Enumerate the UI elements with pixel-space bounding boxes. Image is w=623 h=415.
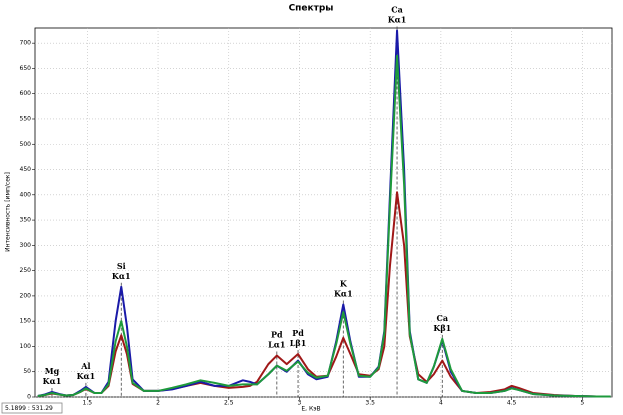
status-text: 5.1899 : 531.29 (5, 405, 53, 412)
y-tick-label: 550 (20, 115, 32, 122)
y-tick-label: 300 (20, 242, 32, 249)
y-tick-label: 150 (20, 318, 32, 325)
chart-title: Спектры (289, 4, 334, 14)
y-tick-label: 400 (20, 191, 32, 198)
y-tick-label: 0 (27, 394, 31, 401)
y-tick-label: 100 (20, 343, 32, 350)
x-tick-label: 5 (580, 400, 584, 407)
annotation-label: Pd (292, 328, 304, 338)
x-tick-label: 4 (439, 400, 443, 407)
annotation-label: Kα1 (77, 371, 96, 381)
annotation-label: K (340, 278, 348, 288)
plot-area (34, 27, 613, 398)
annotation-label: Kβ1 (433, 323, 451, 333)
y-tick-label: 700 (20, 40, 32, 47)
annotation-label: Kα1 (43, 376, 62, 386)
x-tick-label: 3.5 (365, 400, 375, 407)
x-tick-label: 4.5 (507, 400, 517, 407)
annotation-label: Al (80, 361, 90, 371)
x-tick-label: 1.5 (83, 400, 93, 407)
status-box (1, 402, 63, 414)
annotation-label: Kα1 (334, 288, 353, 298)
annotation-label: Mg (45, 366, 60, 376)
y-tick-label: 350 (20, 217, 32, 224)
annotation-label: Lβ1 (290, 338, 307, 348)
y-tick-label: 200 (20, 292, 32, 299)
x-tick-label: 2 (156, 400, 160, 407)
annotation-label: Si (117, 261, 126, 271)
y-axis-label: Интенсивность [имп/сек] (5, 172, 12, 252)
annotation-label: Ca (437, 313, 449, 323)
y-tick-label: 600 (20, 90, 32, 97)
annotation-label: Kα1 (112, 271, 131, 281)
y-tick-label: 500 (20, 141, 32, 148)
x-tick-label: 3 (298, 400, 302, 407)
annotation-label: Pd (271, 330, 283, 340)
y-tick-label: 450 (20, 166, 32, 173)
annotation-label: Lα1 (268, 340, 285, 350)
annotation-label: Kα1 (388, 15, 407, 25)
y-tick-label: 250 (20, 267, 32, 274)
annotation-label: Ca (391, 5, 403, 15)
y-tick-label: 650 (20, 65, 32, 72)
x-axis-label: E, КэВ (301, 406, 320, 413)
spectrum-line (37, 54, 611, 398)
y-tick-label: 50 (23, 368, 31, 375)
x-tick-label: 2.5 (224, 400, 234, 407)
